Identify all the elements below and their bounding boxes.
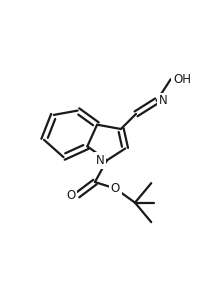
Text: N: N [96, 154, 105, 167]
Text: OH: OH [173, 73, 191, 86]
Text: O: O [66, 189, 75, 202]
Text: N: N [159, 94, 168, 107]
Text: O: O [111, 182, 120, 195]
